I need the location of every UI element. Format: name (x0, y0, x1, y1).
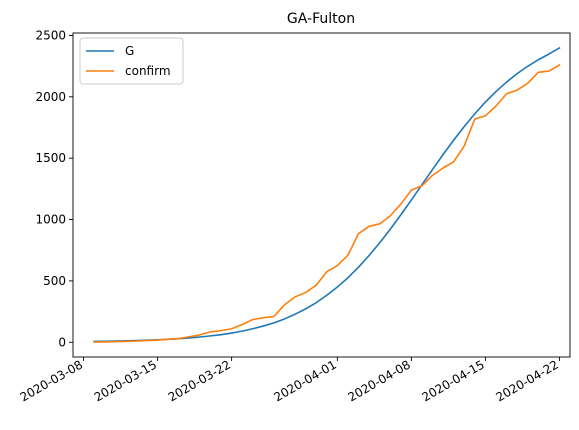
legend-label-confirm: confirm (125, 64, 171, 78)
x-tick-label: 2020-04-22 (494, 357, 561, 404)
y-tick-label: 0 (58, 335, 66, 349)
chart-title: GA-Fulton (287, 11, 355, 27)
x-tick-label: 2020-04-08 (345, 357, 412, 404)
axes: 0 500 1000 1500 2000 2500 2020-03-08 2020-03-15… (18, 28, 571, 404)
x-tick-label: 2020-04-01 (271, 357, 338, 404)
legend-box (79, 37, 184, 85)
y-tick-label: 1500 (35, 151, 66, 165)
plot-area (93, 46, 561, 343)
y-tick-label: 1000 (35, 213, 66, 227)
x-tick-label: 2020-04-15 (419, 357, 486, 404)
y-tick-label: 2000 (35, 90, 66, 104)
y-tick-label: 500 (43, 274, 66, 288)
y-tick-label: 2500 (35, 28, 66, 42)
series-line-confirm (93, 63, 561, 343)
series-line-G (93, 46, 561, 343)
x-tick-label: 2020-03-22 (166, 357, 233, 404)
x-tick-label: 2020-03-08 (18, 357, 85, 404)
x-tick-label: 2020-03-15 (92, 357, 159, 404)
axes-frame (72, 32, 571, 358)
legend-label-G: G (125, 44, 134, 58)
